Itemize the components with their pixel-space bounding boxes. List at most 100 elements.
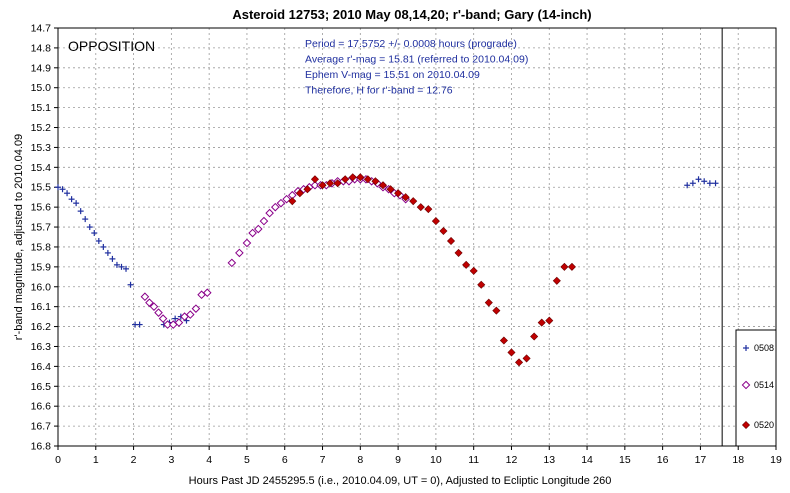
y-tick-label: 16.1 <box>31 301 52 313</box>
data-point <box>123 265 130 272</box>
data-point <box>401 193 410 202</box>
legend-marker <box>741 380 751 390</box>
data-point <box>68 196 75 203</box>
x-tick-label: 11 <box>468 454 479 466</box>
y-tick-label: 14.9 <box>31 62 52 74</box>
legend-box <box>735 329 777 447</box>
x-tick-label: 4 <box>206 454 212 466</box>
data-point <box>454 248 463 257</box>
x-tick-label: 3 <box>168 454 174 466</box>
y-tick-label: 15.4 <box>31 162 52 174</box>
data-point <box>695 176 702 183</box>
series-0508 <box>55 176 719 328</box>
data-point <box>492 306 501 315</box>
data-point <box>95 237 102 244</box>
y-tick-label: 14.7 <box>31 23 52 35</box>
y-tick-label: 15.0 <box>31 82 52 94</box>
y-axis-label: r'-band magnitude, adjusted to 2010.04.0… <box>13 134 25 340</box>
x-tick-label: 7 <box>320 454 326 466</box>
data-point <box>363 175 372 184</box>
data-point <box>318 181 327 190</box>
data-point <box>341 175 350 184</box>
data-point <box>499 336 508 345</box>
y-tick-label: 15.6 <box>31 202 52 214</box>
data-point <box>109 255 116 262</box>
data-point <box>310 175 319 184</box>
legend-label: 0520 <box>754 420 774 430</box>
y-tick-label: 16.4 <box>31 361 52 373</box>
data-point <box>567 262 576 271</box>
data-point <box>77 208 84 215</box>
chart-title: Asteroid 12753; 2010 May 08,14,20; r'-ba… <box>232 7 591 22</box>
data-point <box>689 180 696 187</box>
legend-entry: 0508 <box>743 343 774 353</box>
data-point <box>522 354 531 363</box>
y-tick-label: 15.5 <box>31 182 52 194</box>
data-point <box>91 230 98 237</box>
opposition-label: OPPOSITION <box>68 38 155 54</box>
data-point <box>163 320 172 329</box>
data-point <box>158 314 168 323</box>
x-tick-label: 10 <box>430 454 442 466</box>
data-point <box>191 304 201 313</box>
legend-marker <box>741 420 751 430</box>
data-point <box>227 258 237 268</box>
data-point <box>270 202 280 212</box>
data-point <box>356 173 365 182</box>
y-tick-label: 16.3 <box>31 341 52 353</box>
data-point <box>469 266 478 275</box>
y-tick-label: 15.3 <box>31 142 52 154</box>
y-tick-label: 15.9 <box>31 261 52 273</box>
info-line: Ephem V-mag = 15.51 on 2010.04.09 <box>305 69 480 81</box>
x-tick-label: 6 <box>282 454 288 466</box>
data-point <box>185 310 195 319</box>
x-axis-ticks: 0 1 2 3 4 5 6 7 8 9 10 11 12 13 14 15 16 17 18 19 <box>55 446 782 466</box>
x-tick-label: 13 <box>543 454 555 466</box>
data-point <box>64 190 71 197</box>
data-point <box>310 180 320 190</box>
data-point <box>295 189 304 198</box>
data-point <box>174 318 184 327</box>
data-point <box>545 316 554 325</box>
data-point <box>431 217 440 226</box>
data-point <box>145 298 154 307</box>
data-point <box>706 180 713 187</box>
data-point <box>394 189 403 198</box>
y-tick-label: 15.7 <box>31 222 52 234</box>
data-point <box>113 261 120 268</box>
data-point <box>303 185 312 194</box>
data-point <box>154 308 163 317</box>
data-point <box>371 177 380 186</box>
data-point <box>416 203 425 212</box>
data-point <box>560 262 569 271</box>
x-tick-label: 15 <box>619 454 631 466</box>
data-point <box>288 197 297 206</box>
x-tick-label: 19 <box>770 454 782 466</box>
info-line: Therefore, H for r'-band = 12.76 <box>305 85 453 97</box>
x-tick-label: 17 <box>695 454 707 466</box>
legend-entry: 0514 <box>741 380 774 390</box>
y-tick-label: 16.5 <box>31 381 52 393</box>
data-point <box>104 249 111 256</box>
info-box: Period = 17.5752 +/- 0.0008 hours (progr… <box>305 38 528 97</box>
y-axis-ticks: 14.7 14.8 14.9 15.0 15.1 15.2 15.3 15.4 15.5 15.6… <box>31 23 58 453</box>
data-point <box>118 263 125 270</box>
data-point <box>73 200 80 207</box>
x-tick-label: 12 <box>506 454 518 466</box>
data-point <box>530 332 539 341</box>
x-tick-label: 8 <box>357 454 363 466</box>
x-tick-label: 16 <box>657 454 669 466</box>
x-tick-label: 14 <box>581 454 593 466</box>
y-tick-label: 15.1 <box>31 102 52 114</box>
data-point <box>348 173 357 182</box>
plot-frame <box>57 27 777 447</box>
x-tick-label: 5 <box>244 454 250 466</box>
data-point <box>202 288 212 298</box>
y-tick-label: 16.7 <box>31 421 52 433</box>
data-point <box>477 280 486 289</box>
data-point <box>253 224 263 234</box>
data-point <box>462 260 471 269</box>
data-point <box>712 180 719 187</box>
data-point <box>242 238 252 248</box>
legend-label: 0508 <box>754 343 774 353</box>
